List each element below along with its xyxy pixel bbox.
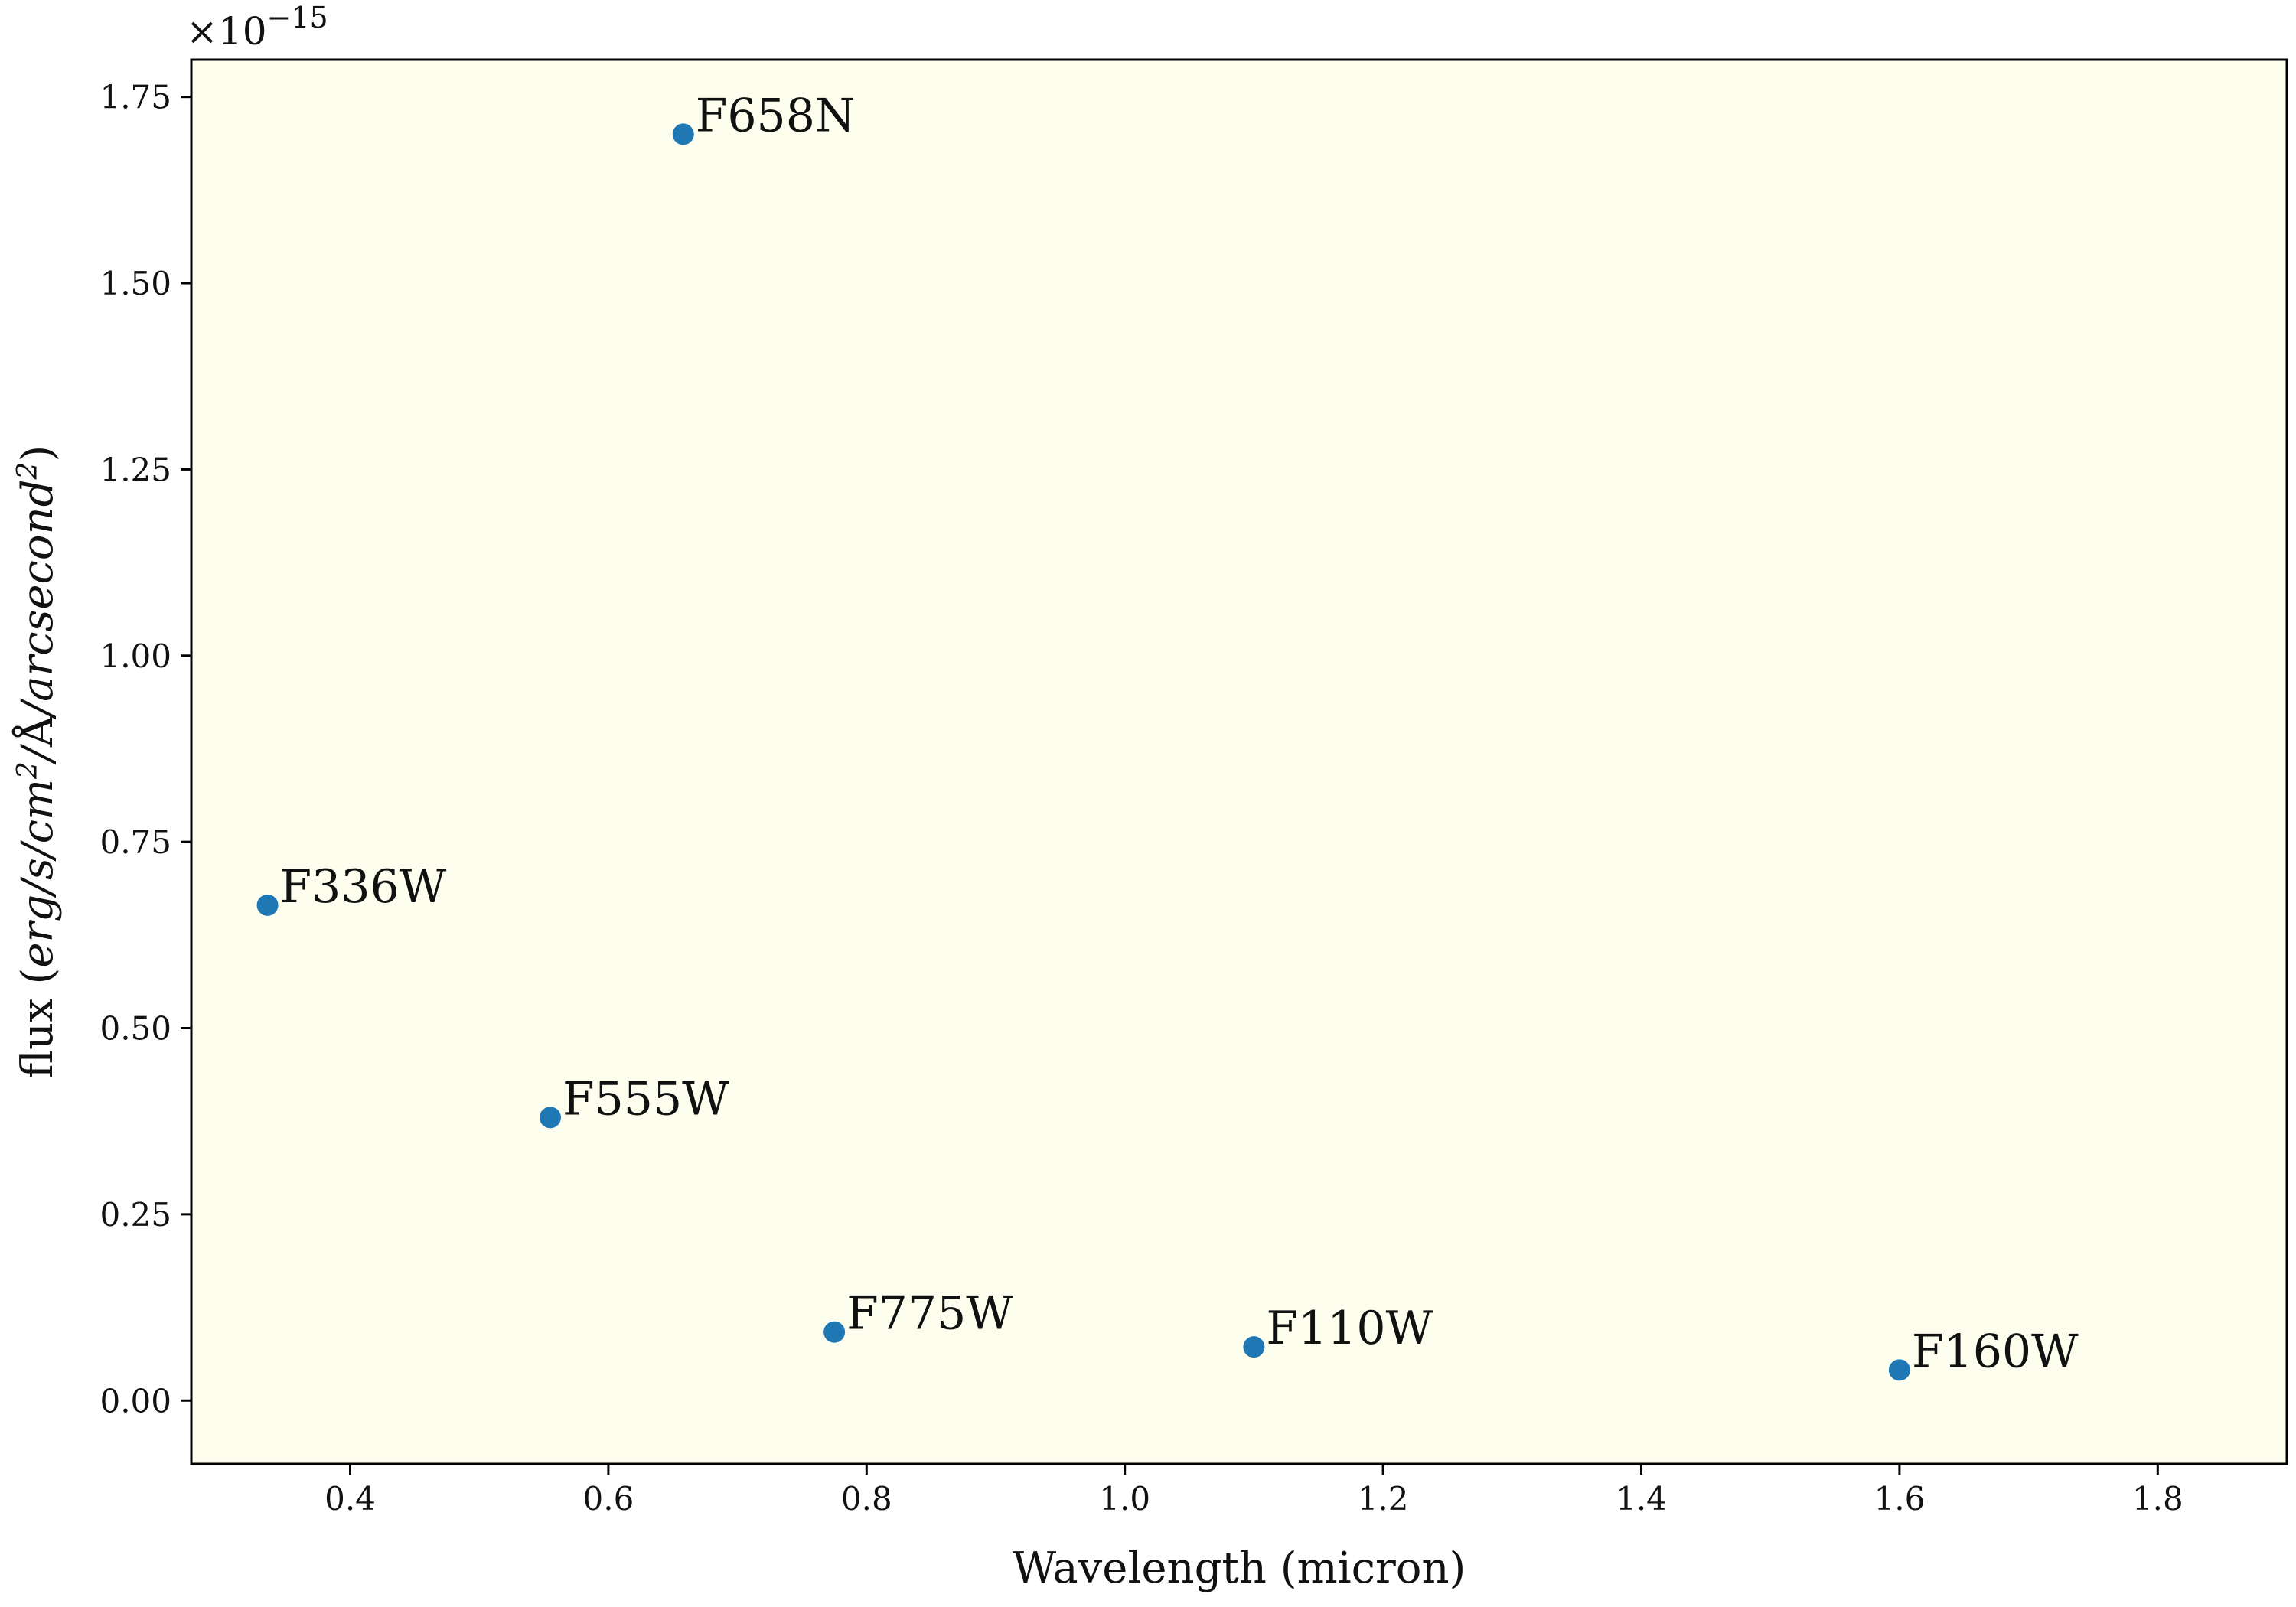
x-tick-label: 1.2 bbox=[1358, 1480, 1409, 1517]
data-point-label-f658n: F658N bbox=[696, 89, 856, 142]
x-tick-label: 1.4 bbox=[1616, 1480, 1667, 1517]
y-tick-label: 0.25 bbox=[99, 1196, 171, 1234]
y-axis-ticks: 0.00 0.25 0.50 0.75 1.00 1.25 1.50 1.75 bbox=[99, 79, 191, 1420]
data-point-label-f336w: F336W bbox=[280, 860, 447, 914]
x-tick-label: 1.0 bbox=[1099, 1480, 1150, 1517]
x-tick-label: 0.8 bbox=[841, 1480, 892, 1517]
y-tick-label: 0.50 bbox=[99, 1010, 171, 1048]
data-point-f555w bbox=[539, 1107, 561, 1129]
y-tick-label: 1.00 bbox=[99, 637, 171, 675]
y-tick-label: 1.50 bbox=[99, 265, 171, 302]
plot-area bbox=[191, 60, 2287, 1464]
y-tick-label: 0.75 bbox=[99, 823, 171, 861]
x-tick-label: 0.6 bbox=[583, 1480, 634, 1517]
y-tick-label: 1.75 bbox=[99, 79, 171, 116]
x-tick-label: 0.4 bbox=[325, 1480, 376, 1517]
data-point-f160w bbox=[1888, 1359, 1910, 1381]
x-tick-label: 1.8 bbox=[2132, 1480, 2183, 1517]
data-point-f658n bbox=[672, 123, 694, 145]
plot-frame bbox=[190, 58, 2288, 1465]
y-axis-label: flux (erg/s/cm2/Å/arcsecond2) bbox=[11, 445, 63, 1079]
data-point-f110w bbox=[1243, 1336, 1265, 1358]
x-axis-ticks: 0.4 0.6 0.8 1.0 1.2 1.4 1.6 1.8 bbox=[325, 1464, 2183, 1517]
x-axis-label: Wavelength (micron) bbox=[1013, 1543, 1466, 1593]
data-point-f336w bbox=[256, 894, 279, 916]
data-point-label-f110w: F110W bbox=[1266, 1302, 1433, 1355]
data-point-label-f160w: F160W bbox=[1912, 1325, 2079, 1378]
y-tick-label: 0.00 bbox=[99, 1382, 171, 1420]
data-point-label-f775w: F775W bbox=[846, 1287, 1013, 1341]
data-point-label-f555w: F555W bbox=[563, 1072, 729, 1126]
y-tick-label: 1.25 bbox=[99, 451, 171, 488]
data-point-f775w bbox=[823, 1321, 846, 1343]
y-axis-offset-label: ×10−15 bbox=[186, 1, 328, 54]
x-tick-label: 1.6 bbox=[1874, 1480, 1926, 1517]
data-points: F336W F555W F658N F775W F110W F160W bbox=[256, 89, 2079, 1381]
